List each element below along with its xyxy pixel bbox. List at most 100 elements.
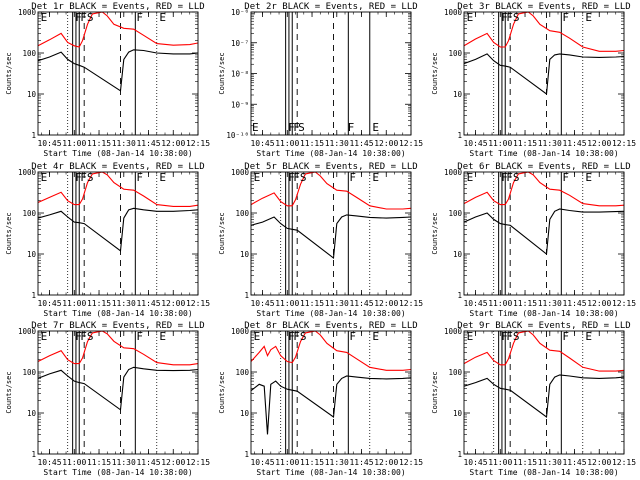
x-tick-label: 11:15 [87,458,111,467]
segment-label: F [80,11,87,24]
x-tick-label: 11:45 [562,139,586,148]
y-axis-label: Counts/sec [431,371,439,413]
plot-frame [463,171,625,296]
panel-det-4: Det 4r BLACK = Events, RED = LLD Counts/s… [5,162,210,318]
segment-label: E [585,171,592,184]
x-tick-label: 10:45 [250,139,274,148]
y-tick-label: 10⁻⁶ [231,8,249,17]
x-tick-label: 10:45 [463,139,487,148]
segment-label: E [467,171,474,184]
x-axis-label: Start Time (08-Jan-14 10:38:00) [469,468,618,477]
x-tick-label: 12:15 [186,139,210,148]
y-tick-label: 10⁻⁷ [231,39,249,48]
panel-title: Det 2r BLACK = Events, RED = LLD [244,2,417,12]
x-tick-label: 12:00 [587,458,611,467]
x-tick-label: 11:15 [513,139,537,148]
series-line-events [464,374,624,419]
panel-det-8: Det 8r BLACK = Events, RED = LLD Counts/s… [218,321,423,477]
segment-label: S [513,171,520,184]
segment-label: E [467,11,474,24]
plot-frame [37,11,199,136]
segment-label: S [513,330,520,343]
segment-label: F [501,171,508,184]
x-tick-label: 12:15 [399,458,423,467]
segment-label: F [136,171,143,184]
x-tick-label: 11:30 [538,299,562,308]
y-tick-label: 100 [235,368,249,377]
segment-label: E [372,330,379,343]
x-tick-label: 11:45 [136,139,160,148]
x-tick-label: 10:45 [37,139,61,148]
x-tick-label: 10:45 [37,458,61,467]
plot-frame [250,330,412,455]
segment-label: F [293,330,300,343]
y-tick-label: 100 [22,368,36,377]
series-line-lld [464,172,624,207]
y-tick-label: 1000 [444,168,463,177]
segment-label: F [80,171,87,184]
panel-det-7: Det 7r BLACK = Events, RED = LLD Counts/s… [5,321,210,477]
plot-frame [37,330,199,455]
y-tick-label: 100 [448,209,462,218]
x-tick-label: 11:15 [300,139,324,148]
y-axis-label: Counts/sec [218,371,226,413]
y-tick-label: 1 [31,291,36,300]
series-line-events [464,208,624,256]
y-tick-label: 1000 [18,168,37,177]
segment-label: E [372,121,379,134]
segment-label: S [300,330,307,343]
x-axis-label: Start Time (08-Jan-14 10:38:00) [256,468,405,477]
x-axis-label: Start Time (08-Jan-14 10:38:00) [469,309,618,318]
x-tick-label: 12:00 [374,458,398,467]
y-tick-label: 1000 [231,327,250,336]
panel-det-3: Det 3r BLACK = Events, RED = LLD Counts/s… [431,2,636,158]
x-tick-label: 12:00 [587,139,611,148]
x-tick-label: 10:45 [37,299,61,308]
x-axis-label: Start Time (08-Jan-14 10:38:00) [43,149,192,158]
panel-title: Det 6r BLACK = Events, RED = LLD [457,162,630,172]
plot-frame [250,11,412,136]
x-tick-label: 12:15 [399,299,423,308]
x-tick-label: 10:45 [463,299,487,308]
y-tick-label: 10⁻⁸ [231,70,249,79]
segment-label: E [41,171,48,184]
panel-det-1: Det 1r BLACK = Events, RED = LLD Counts/s… [5,2,210,158]
segment-label: F [506,330,513,343]
x-tick-label: 12:00 [161,139,185,148]
series-line-lld [38,172,198,207]
x-tick-label: 10:45 [463,458,487,467]
segment-label: F [80,330,87,343]
segment-label: F [501,11,508,24]
x-tick-label: 11:45 [562,299,586,308]
y-tick-label: 10 [27,250,37,259]
x-tick-label: 11:30 [538,139,562,148]
y-tick-label: 100 [22,49,36,58]
y-axis-label: Counts/sec [5,52,13,94]
x-tick-label: 12:15 [399,139,423,148]
y-tick-label: 10 [453,90,463,99]
y-tick-label: 10⁻⁹ [231,100,249,109]
segment-label: F [506,11,513,24]
segment-label: S [87,330,94,343]
y-tick-label: 1 [31,450,36,459]
x-tick-label: 11:15 [513,299,537,308]
x-tick-label: 11:00 [275,299,299,308]
x-tick-label: 11:45 [349,458,373,467]
x-tick-label: 11:00 [62,299,86,308]
x-tick-label: 11:30 [325,139,349,148]
x-tick-label: 11:30 [325,458,349,467]
series-line-lld [38,12,198,48]
segment-label: E [254,171,261,184]
x-tick-label: 11:00 [488,299,512,308]
y-axis-label: Counts/sec [5,371,13,413]
segment-label: F [501,330,508,343]
y-tick-label: 10 [453,409,463,418]
series-line-lld [251,172,411,210]
segment-label: E [159,171,166,184]
x-tick-label: 11:45 [562,458,586,467]
x-axis-label: Start Time (08-Jan-14 10:38:00) [43,309,192,318]
panel-title: Det 3r BLACK = Events, RED = LLD [457,2,630,12]
x-tick-label: 11:45 [136,458,160,467]
y-axis-label: Counts/sec [5,212,13,254]
